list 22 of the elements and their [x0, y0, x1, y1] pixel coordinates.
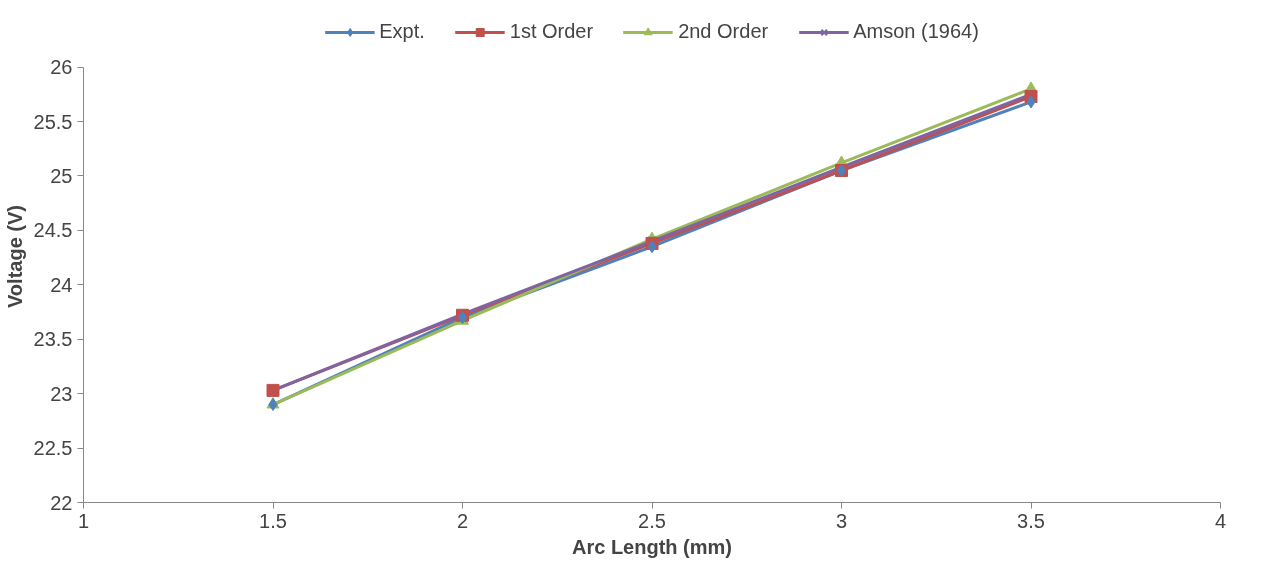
x-tick-label: 1.5: [259, 509, 287, 532]
y-tick-label: 25.5: [33, 110, 73, 133]
y-tick-label: 24.5: [33, 219, 73, 242]
x-tick-label: 2: [456, 509, 469, 532]
legend-label: Amson (1964): [853, 20, 979, 43]
y-tick-label: 26: [50, 56, 73, 79]
legend-label: 2nd Order: [678, 20, 769, 43]
x-tick-label: 3.5: [1017, 509, 1045, 532]
x-axis-title: Arc Length (mm): [572, 535, 732, 558]
y-tick-label: 22: [50, 491, 73, 514]
y-tick-label: 22.5: [33, 437, 73, 460]
x-tick-label: 2.5: [638, 509, 666, 532]
y-tick-label: 23: [50, 382, 73, 405]
y-tick-label: 23.5: [33, 328, 73, 351]
legend-label: 1st Order: [509, 20, 594, 43]
y-axis-title: Voltage (V): [3, 205, 26, 308]
y-tick-label: 25: [50, 164, 73, 187]
y-tick-label: 24: [50, 273, 73, 296]
x-tick-label: 4: [1214, 509, 1227, 532]
x-tick-label: 1: [77, 509, 90, 532]
legend-label: Expt.: [379, 20, 425, 43]
x-tick-label: 3: [835, 509, 848, 532]
